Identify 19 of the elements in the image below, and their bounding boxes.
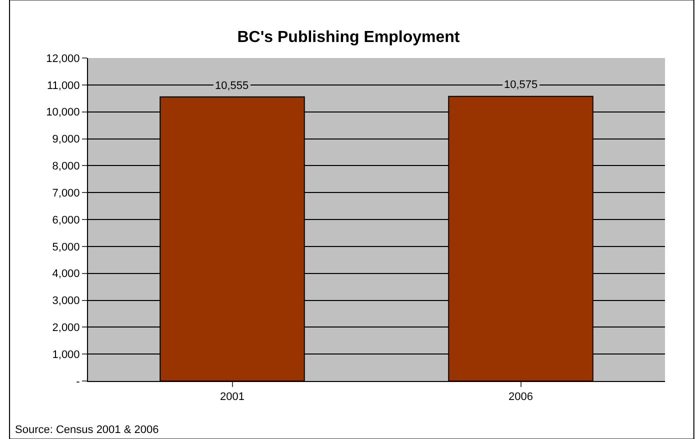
y-tick-label: 5,000 [52,241,80,254]
chart-title: BC's Publishing Employment [237,28,460,46]
source-note: Source: Census 2001 & 2006 [15,424,159,436]
x-tick-label: 2006 [508,391,533,404]
y-tick-label: 12,000 [46,52,80,65]
y-tick-label: 10,000 [46,106,80,119]
y-tick-label: - [76,376,80,388]
data-label: 10,575 [504,79,538,91]
y-tick-label: 1,000 [52,348,80,361]
y-tick-label: 2,000 [52,322,80,334]
x-tick-label: 2001 [220,391,244,404]
y-tick-label: 4,000 [52,268,80,280]
y-tick-label: 11,000 [46,80,80,92]
y-tick-label: 8,000 [52,160,80,173]
y-tick-label: 9,000 [52,134,80,146]
y-tick-label: 7,000 [52,187,80,200]
y-tick-label: 3,000 [52,295,80,308]
data-label: 10,555 [215,80,249,92]
y-tick-label: 6,000 [52,214,80,226]
